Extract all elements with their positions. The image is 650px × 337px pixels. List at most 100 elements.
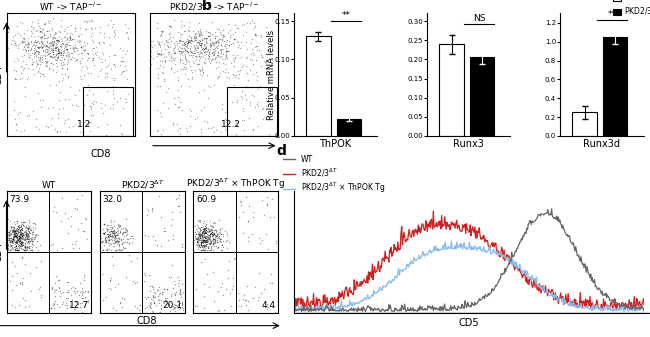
- Point: [261, 104, 271, 109]
- Point: [105, 277, 116, 283]
- Point: [249, 25, 259, 30]
- Point: [203, 233, 213, 238]
- Point: [104, 247, 114, 252]
- Point: [139, 271, 150, 276]
- Point: [180, 47, 190, 53]
- Point: [82, 65, 92, 70]
- Point: [204, 40, 214, 46]
- Point: [13, 226, 23, 232]
- Point: [48, 15, 58, 20]
- Point: [263, 246, 273, 252]
- Point: [204, 33, 214, 38]
- Point: [144, 300, 155, 306]
- Point: [202, 35, 212, 40]
- Point: [252, 103, 263, 109]
- Point: [51, 51, 61, 57]
- Point: [5, 229, 15, 235]
- Point: [207, 229, 217, 235]
- Point: [155, 62, 166, 68]
- Point: [46, 54, 57, 59]
- Point: [203, 52, 213, 57]
- Point: [98, 231, 109, 236]
- Point: [36, 294, 46, 299]
- Point: [99, 232, 109, 237]
- Point: [9, 228, 20, 234]
- Point: [34, 286, 44, 292]
- Point: [193, 241, 203, 246]
- Point: [194, 54, 205, 59]
- Point: [200, 239, 210, 244]
- Point: [208, 223, 218, 229]
- Point: [200, 239, 211, 244]
- Point: [172, 68, 183, 73]
- Point: [31, 238, 42, 244]
- Point: [196, 108, 207, 113]
- Point: [172, 121, 183, 127]
- Point: [79, 19, 89, 24]
- Point: [202, 238, 212, 243]
- Point: [210, 36, 220, 41]
- Point: [14, 225, 25, 231]
- Point: [22, 39, 32, 45]
- Point: [173, 88, 183, 93]
- Point: [196, 239, 206, 244]
- Point: [24, 224, 34, 229]
- Point: [73, 103, 84, 109]
- Point: [200, 226, 210, 231]
- Point: [202, 237, 213, 242]
- Point: [202, 246, 213, 251]
- Point: [14, 240, 25, 246]
- Point: [114, 242, 125, 247]
- Point: [39, 21, 49, 26]
- Point: [47, 285, 57, 291]
- Point: [217, 247, 228, 252]
- Point: [218, 233, 228, 239]
- Point: [177, 300, 187, 306]
- Point: [156, 305, 166, 310]
- Point: [147, 308, 157, 313]
- Point: [103, 238, 114, 243]
- Point: [222, 49, 233, 54]
- Point: [213, 235, 224, 241]
- Point: [34, 28, 45, 33]
- Point: [120, 63, 130, 68]
- Point: [103, 234, 113, 240]
- Point: [12, 247, 22, 252]
- Point: [213, 40, 224, 46]
- Point: [190, 233, 200, 239]
- Point: [15, 234, 25, 240]
- Point: [22, 237, 32, 242]
- Point: [111, 307, 121, 312]
- Point: [54, 50, 64, 55]
- Point: [97, 49, 107, 55]
- Point: [11, 243, 21, 248]
- Point: [58, 59, 68, 64]
- Point: [159, 286, 169, 292]
- Point: [122, 29, 132, 35]
- Point: [179, 28, 189, 34]
- Point: [221, 286, 231, 292]
- Point: [213, 50, 223, 55]
- Point: [205, 227, 215, 232]
- Point: [142, 295, 153, 300]
- Point: [200, 226, 210, 232]
- Point: [168, 237, 179, 242]
- Point: [40, 20, 50, 25]
- Point: [169, 51, 179, 56]
- Point: [21, 233, 31, 238]
- Point: [18, 46, 29, 51]
- Point: [254, 270, 265, 276]
- Point: [20, 298, 30, 303]
- Point: [268, 304, 278, 309]
- Point: [114, 246, 124, 251]
- Point: [101, 247, 112, 252]
- Point: [79, 102, 90, 108]
- Point: [109, 61, 119, 67]
- Point: [27, 62, 37, 67]
- Point: [198, 239, 208, 244]
- Point: [70, 290, 80, 295]
- Point: [24, 238, 34, 244]
- Point: [164, 275, 174, 280]
- Point: [23, 231, 33, 236]
- Point: [62, 67, 73, 72]
